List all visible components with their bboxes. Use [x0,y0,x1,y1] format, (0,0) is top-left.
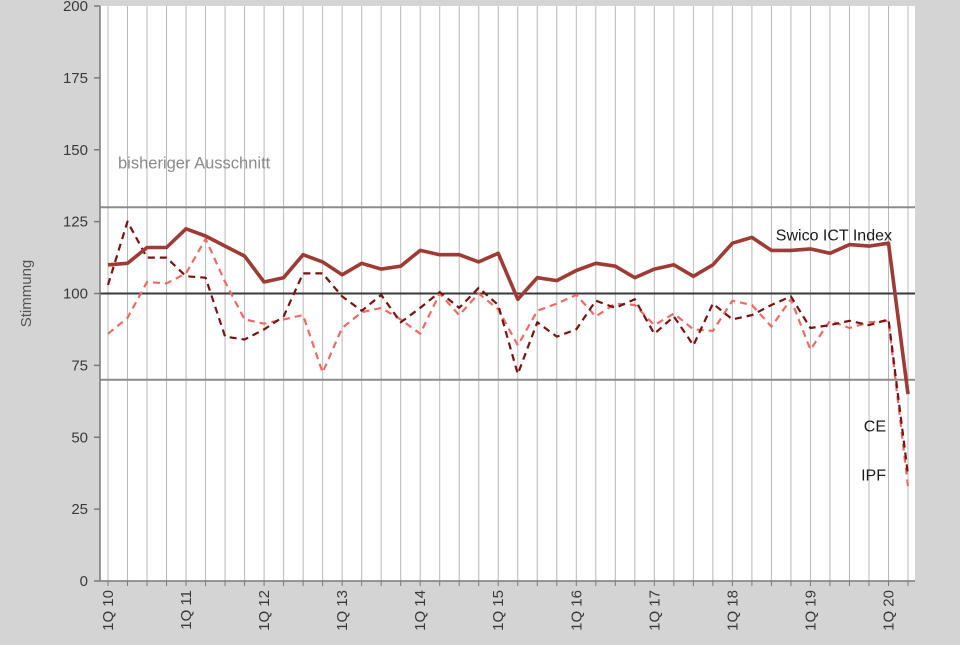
x-tick-label: 1Q 19 [802,590,819,631]
x-tick-label: 1Q 15 [490,590,507,631]
x-tick-label: 1Q 14 [412,590,429,631]
y-tick-label: 75 [71,357,88,374]
y-tick-label: 125 [63,214,88,231]
y-tick-label: 150 [63,142,88,159]
x-axis: 1Q 10 1Q 11 1Q 12 1Q 13 1Q 14 1Q 15 1Q 16 1Q 17… [100,580,915,631]
x-tick-label: 1Q 10 [100,590,117,631]
y-tick-label: 25 [71,501,88,518]
y-tick-label: 100 [63,286,88,303]
series-line [106,220,910,475]
x-tick-label: 1Q 17 [646,590,663,631]
x-tick-label: 1Q 16 [568,590,585,631]
y-tick-label: 0 [80,573,88,590]
y-tick-label: 175 [63,70,88,87]
chart-labels: bisheriger Ausschnitt Swico ICT Index CE IP… [118,154,892,484]
y-axis: 0 25 50 75 100 125 150 175 200 Stimmung [18,0,101,590]
series-label: IPF [861,467,886,484]
series-line [107,227,910,395]
annotation-bisheriger-ausschnitt: bisheriger Ausschnitt [118,154,271,172]
x-tick-label: 1Q 20 [880,590,897,631]
x-tick-label: 1Q 11 [178,590,195,630]
series-label: Swico ICT Index [776,227,892,244]
y-tick-label: 50 [71,429,88,446]
y-axis-label: Stimmung [18,260,35,328]
x-tick-label: 1Q 12 [256,590,273,631]
y-tick-label: 200 [63,0,88,15]
series-lines [106,220,910,487]
x-tick-label: 1Q 18 [724,590,741,631]
series-line [107,237,910,487]
reference-lines [100,206,915,381]
series-label: CE [864,419,886,436]
x-tick-label: 1Q 13 [334,590,351,631]
